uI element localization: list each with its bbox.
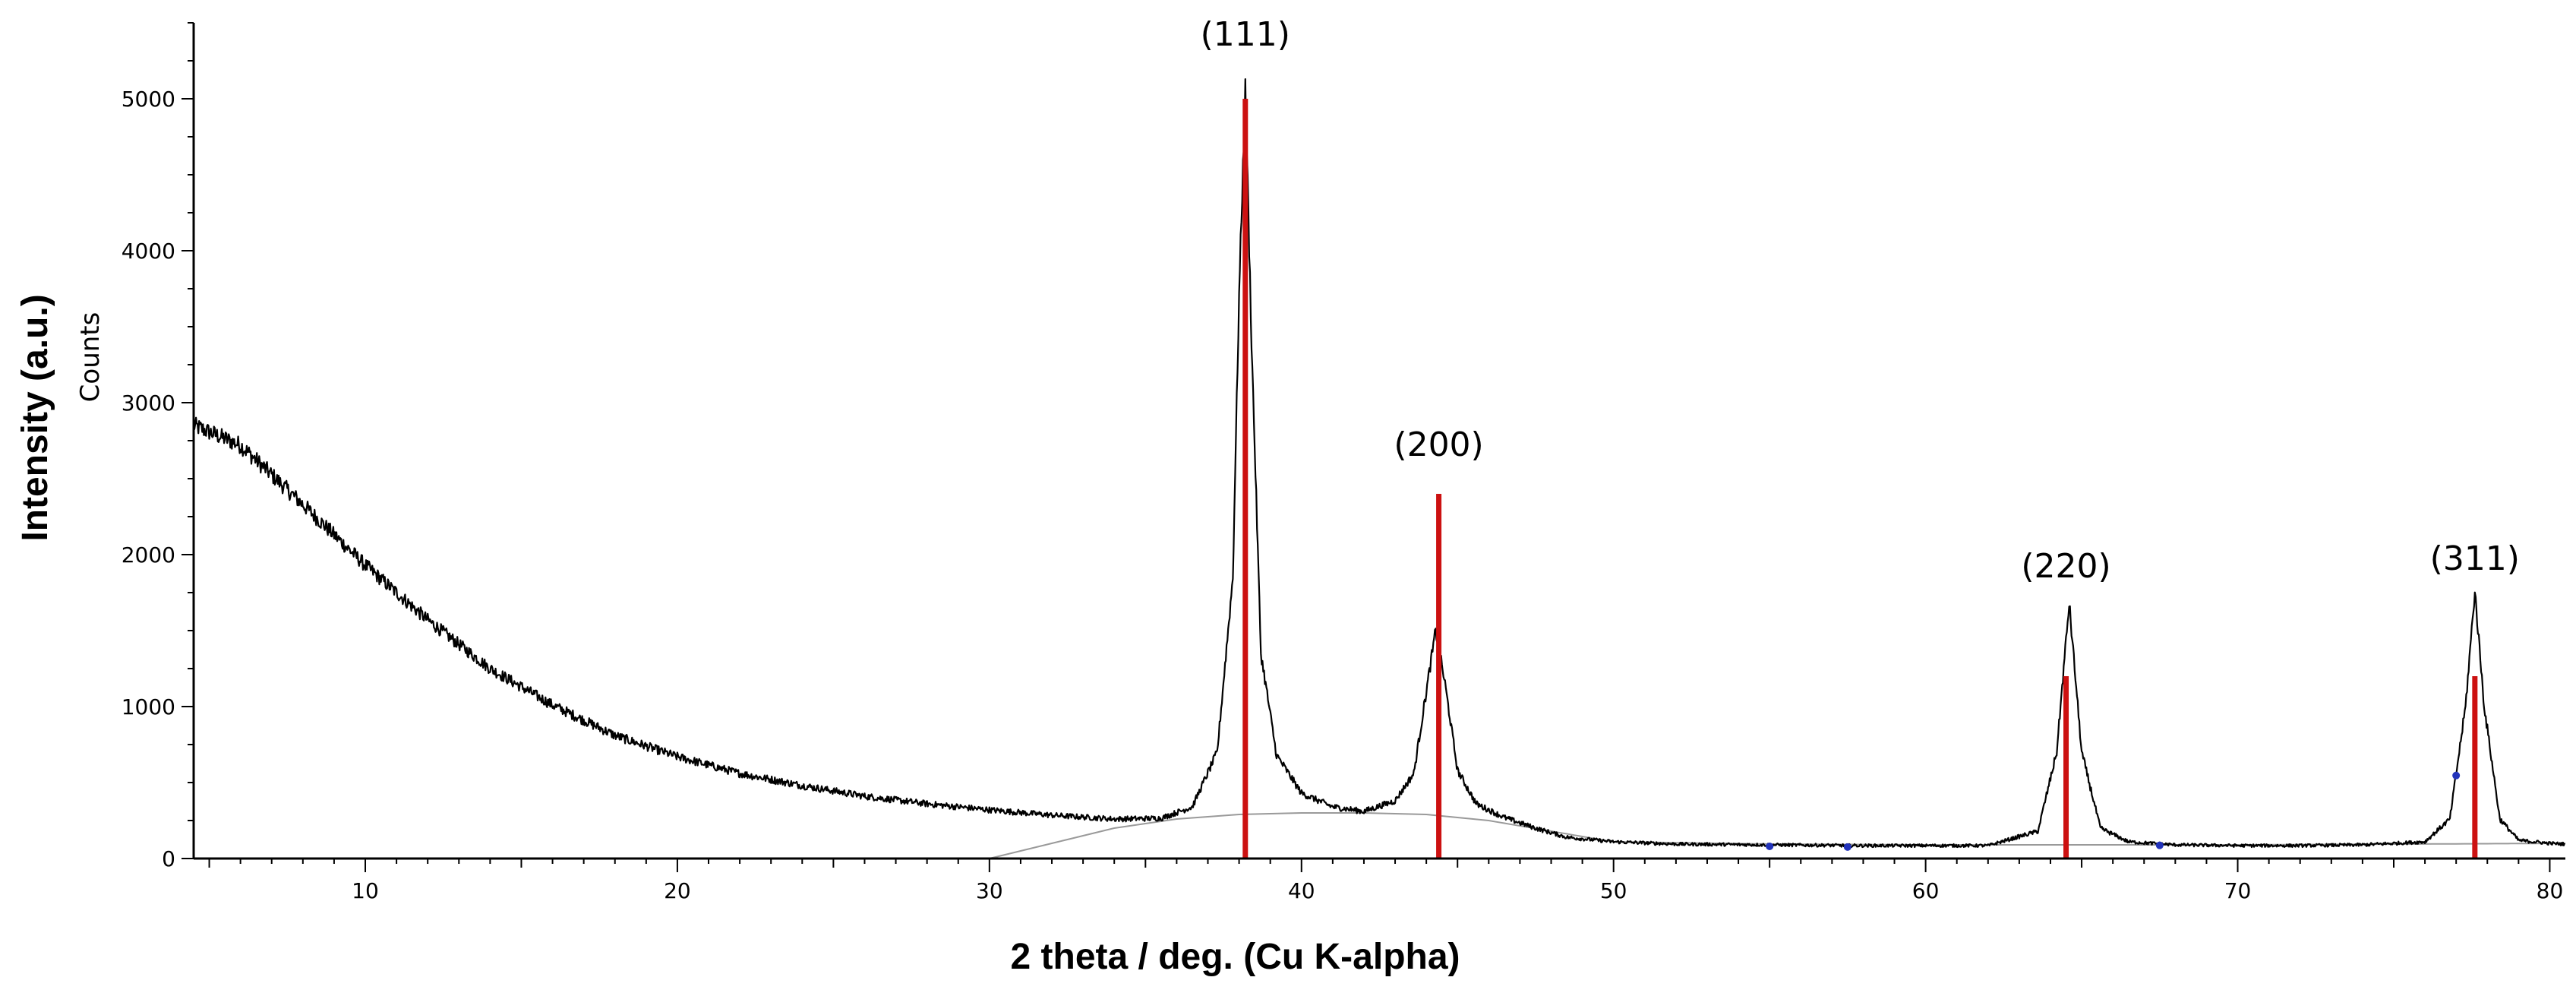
x-tick-label: 20 (664, 878, 691, 903)
phase-marker (2155, 841, 2164, 849)
phase-marker (2452, 771, 2461, 780)
y-axis-counts-label: Counts (75, 312, 106, 403)
x-ticks: 10 20 30 40 50 60 70 80 (208, 859, 2564, 903)
marker-layer (1766, 771, 2461, 851)
y-axis-title: Intensity (a.u.) (15, 294, 55, 541)
x-axis-title: 2 theta / deg. (Cu K-alpha) (1010, 937, 1460, 977)
x-tick-label: 50 (1600, 878, 1627, 903)
x-tick-label: 40 (1288, 878, 1315, 903)
y-tick-label: 1000 (122, 694, 175, 719)
peak-annotation: (220) (2021, 547, 2110, 586)
peak-annotation: (111) (1201, 15, 1290, 54)
background-curve-layer (989, 812, 2565, 859)
phase-marker (1843, 843, 1852, 851)
x-tick-label: 30 (976, 878, 1003, 903)
y-tick-label: 0 (162, 846, 175, 871)
x-tick-label: 80 (2537, 878, 2564, 903)
x-tick-label: 70 (2224, 878, 2252, 903)
axes: 10 20 30 40 50 60 70 80 0 1000 2000 3000 4000 5000 (122, 22, 2565, 903)
annotation-layer: (111) (200) (220) (311) (1201, 15, 2520, 586)
phase-marker (1766, 843, 1774, 850)
reference-stick-layer (1242, 99, 2478, 859)
measured-pattern-line (192, 78, 2566, 849)
peak-annotation: (200) (1394, 425, 1483, 464)
y-tick-label: 3000 (122, 391, 175, 416)
y-ticks: 0 1000 2000 3000 4000 5000 (122, 22, 194, 871)
x-tick-label: 10 (352, 878, 379, 903)
y-tick-label: 5000 (122, 87, 175, 112)
background-curve (989, 812, 2565, 859)
peak-annotation: (311) (2430, 539, 2520, 578)
x-tick-label: 60 (1912, 878, 1940, 903)
y-tick-label: 2000 (122, 542, 175, 568)
plot-area: (111) (200) (220) (311) (192, 15, 2566, 859)
y-tick-label: 4000 (122, 239, 175, 264)
pattern-layer (192, 78, 2566, 849)
